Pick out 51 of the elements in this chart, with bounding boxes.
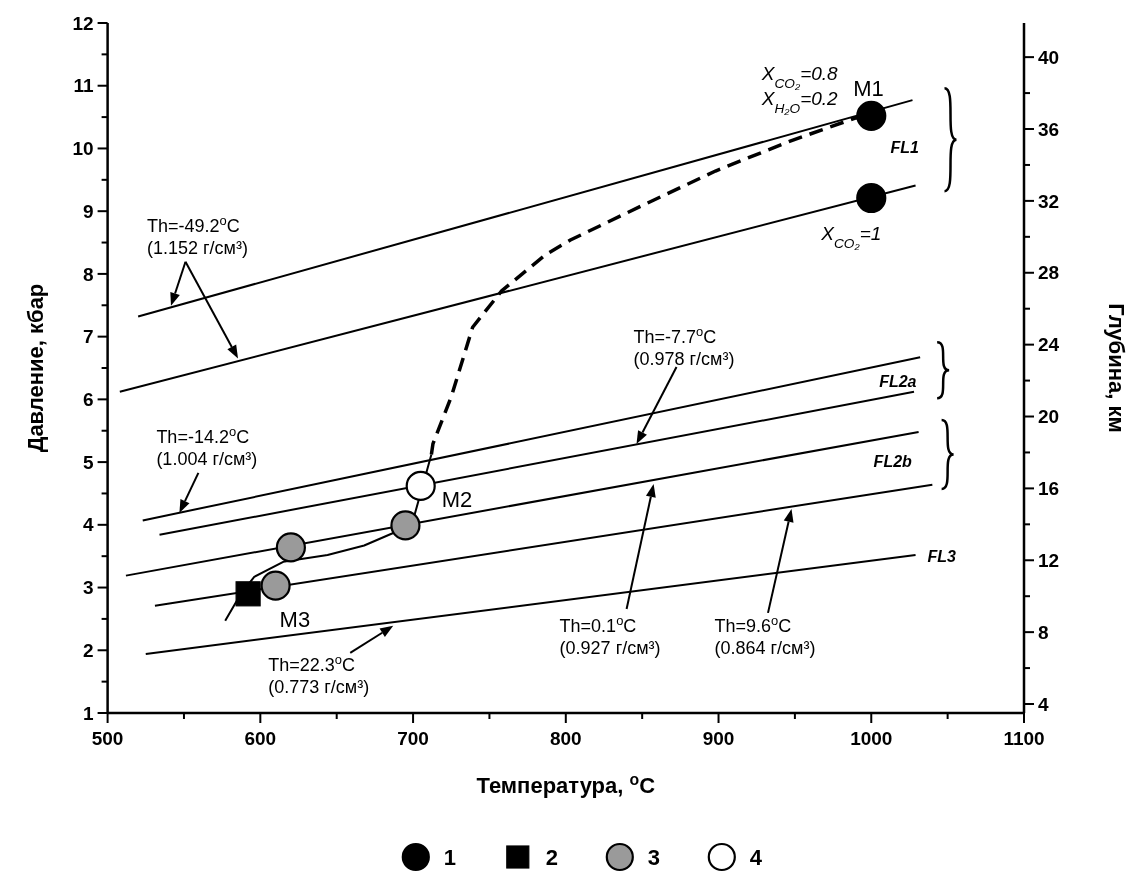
- legend-label: 1: [443, 845, 457, 870]
- y-tick-label: 8: [83, 263, 94, 285]
- y-tick-label: 6: [83, 389, 94, 411]
- y-tick-label: 3: [83, 577, 94, 599]
- y-tick-label: 1: [83, 702, 95, 724]
- y-axis-title: Давление, кбар: [22, 283, 48, 453]
- annotation: FL2a: [879, 373, 917, 391]
- y-tick-label: 7: [83, 326, 94, 348]
- x-tick-label: 1000: [850, 728, 893, 749]
- text: X$_{CO₂}$=0.8 X$_{H₂O}$=0.2: [761, 62, 838, 116]
- y-tick-label: 11: [73, 75, 95, 97]
- y-tick-label: 4: [83, 514, 95, 536]
- y2-tick-label: 12: [1038, 549, 1060, 571]
- y2-tick-label: 28: [1038, 262, 1060, 284]
- x-tick-label: 700: [397, 728, 429, 749]
- x-axis-title: Температура, $^{o}$C: [476, 770, 656, 798]
- y2-tick-label: 20: [1038, 406, 1060, 428]
- annotation: Th=-14.2$^{o}$C (1.004 г/см³): [156, 423, 258, 469]
- y2-tick-label: 32: [1038, 190, 1060, 212]
- legend-label: 4: [749, 845, 763, 870]
- annotation: FL1: [890, 139, 920, 157]
- y-tick-label: 10: [72, 138, 94, 160]
- y-tick-label: 12: [72, 12, 94, 34]
- y-tick-label: 2: [83, 639, 94, 661]
- annotation: Th=0.1$^{o}$C (0.927 г/см³): [559, 612, 661, 658]
- y2-axis-title: Глубина, км: [1104, 303, 1129, 433]
- y-tick-label: 5: [83, 451, 95, 473]
- annotation: FL2b: [873, 452, 913, 470]
- annotation: Th=-49.2$^{o}$C (1.152 г/см³): [147, 212, 248, 258]
- annotation: M1: [853, 75, 884, 101]
- x-tick-label: 600: [244, 728, 277, 749]
- x-tick-label: 500: [91, 728, 124, 749]
- x-tick-label: 800: [549, 728, 582, 749]
- y-tick-label: 9: [83, 200, 94, 222]
- annotation: Th=-7.7$^{o}$C (0.978 г/см³): [633, 323, 735, 369]
- annotation: FL3: [927, 547, 957, 565]
- annotation: M3: [279, 606, 311, 632]
- legend-label: 2: [545, 845, 559, 870]
- annotation: X$_{CO₂}$=1: [820, 223, 882, 251]
- y2-tick-label: 36: [1038, 118, 1060, 140]
- x-tick-label: 900: [702, 728, 735, 749]
- x-tick-label: 1100: [1003, 728, 1045, 749]
- y2-tick-label: 40: [1038, 46, 1060, 68]
- y2-tick-label: 4: [1038, 693, 1049, 715]
- legend-label: 3: [647, 845, 661, 870]
- y2-tick-label: 8: [1038, 621, 1049, 643]
- annotation: Th=9.6$^{o}$C (0.864 г/см³): [714, 612, 816, 658]
- annotation: M2: [441, 486, 473, 512]
- y2-tick-label: 24: [1038, 334, 1060, 356]
- y2-tick-label: 16: [1038, 478, 1060, 500]
- annotation: Th=22.3$^{o}$C (0.773 г/см³): [268, 651, 370, 697]
